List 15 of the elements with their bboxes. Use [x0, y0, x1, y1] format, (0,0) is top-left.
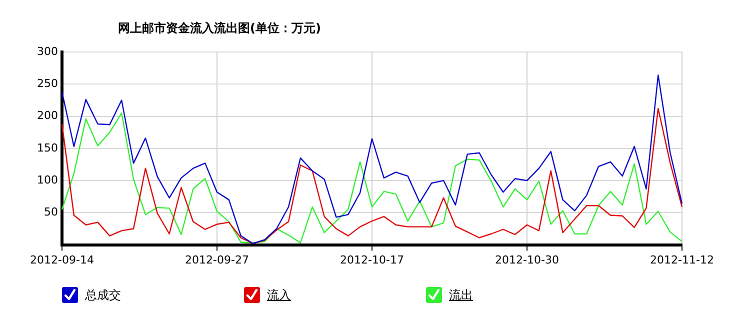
legend-label: 流出	[449, 287, 473, 303]
y-tick-label: 50	[44, 206, 58, 219]
x-tick-label: 2012-09-27	[185, 253, 249, 266]
y-tick-label: 100	[36, 173, 58, 186]
y-tick-label: 250	[36, 76, 58, 90]
y-tick-label: 200	[36, 109, 58, 122]
chart-title: 网上邮市资金流入流出图(单位：万元)	[118, 20, 321, 37]
legend-label: 总成交	[85, 287, 121, 303]
x-tick-label: 2012-09-14	[30, 253, 94, 266]
x-tick-label: 2012-10-30	[495, 253, 559, 266]
y-tick-label: 150	[36, 141, 58, 154]
legend-label: 流入	[267, 287, 291, 303]
y-tick-label: 300	[36, 44, 58, 58]
x-tick-label: 2012-11-12	[650, 253, 714, 266]
x-tick-label: 2012-10-17	[340, 253, 404, 266]
